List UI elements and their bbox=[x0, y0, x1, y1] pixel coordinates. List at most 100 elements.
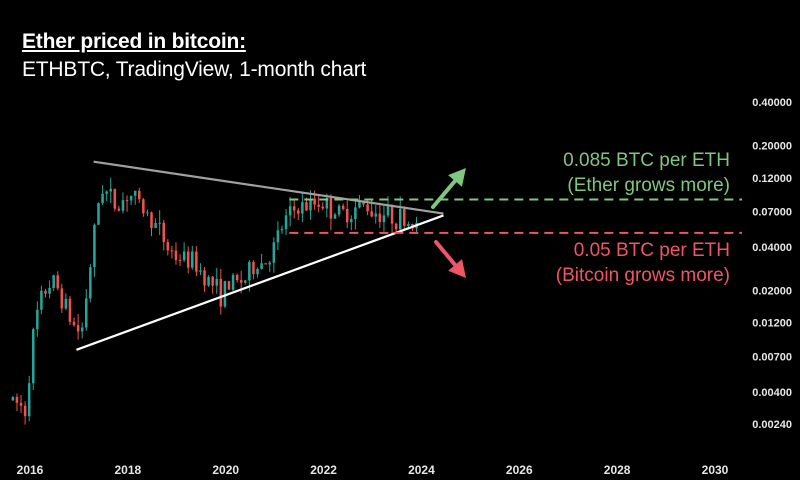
candle-body bbox=[305, 202, 308, 211]
candle-body bbox=[333, 214, 337, 219]
candle-body bbox=[297, 210, 300, 214]
y-tick-label: 0.07000 bbox=[752, 207, 792, 219]
candle-body bbox=[23, 405, 27, 417]
candle-body bbox=[174, 250, 178, 260]
y-tick-label: 0.00400 bbox=[752, 387, 792, 399]
candle-body bbox=[215, 278, 219, 286]
candle-body bbox=[60, 288, 64, 309]
x-tick-label: 2022 bbox=[310, 463, 337, 477]
x-tick-label: 2024 bbox=[408, 463, 435, 477]
candle-body bbox=[105, 191, 108, 194]
candle-body bbox=[15, 397, 19, 403]
candle-body bbox=[48, 288, 51, 294]
candle-body bbox=[203, 270, 206, 286]
candle-body bbox=[350, 219, 353, 223]
arrow-up bbox=[431, 168, 466, 209]
candle-body bbox=[199, 270, 202, 272]
candle-body bbox=[162, 222, 166, 243]
x-tick-label: 2026 bbox=[506, 463, 533, 477]
candle-body bbox=[252, 261, 255, 275]
candle-body bbox=[186, 251, 190, 268]
candle-body bbox=[276, 230, 280, 243]
candle-body bbox=[72, 321, 76, 326]
annotation-bullish: 0.085 BTC per ETH (Ether grows more) bbox=[563, 148, 730, 198]
candle-body bbox=[211, 276, 214, 286]
candle-body bbox=[268, 262, 272, 265]
arrow-shaft bbox=[431, 178, 458, 209]
candlestick-series bbox=[11, 177, 418, 425]
candle-body bbox=[358, 201, 361, 208]
candle-body bbox=[80, 327, 84, 332]
candle-body bbox=[178, 259, 182, 261]
candle-body bbox=[125, 200, 129, 202]
candle-body bbox=[382, 215, 386, 223]
candle-body bbox=[138, 190, 141, 200]
candle-body bbox=[317, 204, 320, 207]
candle-body bbox=[244, 280, 247, 283]
candle-body bbox=[248, 261, 251, 281]
candle-body bbox=[52, 275, 55, 289]
candle-body bbox=[390, 205, 394, 224]
candle-body bbox=[150, 212, 153, 229]
candle-body bbox=[260, 263, 263, 269]
x-tick-label: 2020 bbox=[212, 463, 239, 477]
candle-body bbox=[292, 206, 296, 211]
candle-body bbox=[386, 205, 390, 216]
candle-body bbox=[321, 206, 325, 209]
candle-body bbox=[272, 242, 276, 263]
candle-body bbox=[27, 383, 31, 417]
arrow-shaft bbox=[434, 240, 458, 267]
annotation-bullish-price: 0.085 BTC per ETH bbox=[563, 150, 730, 171]
x-tick-label: 2028 bbox=[604, 463, 631, 477]
candle-body bbox=[374, 213, 378, 217]
candle-body bbox=[195, 251, 198, 272]
candle-body bbox=[170, 250, 174, 252]
candle-body bbox=[301, 202, 304, 214]
candle-body bbox=[309, 198, 312, 211]
triangle-pattern bbox=[76, 160, 444, 351]
y-tick-label: 0.12000 bbox=[752, 173, 792, 185]
y-tick-label: 0.04000 bbox=[752, 242, 792, 254]
candle-body bbox=[97, 203, 100, 225]
x-tick-label: 2030 bbox=[702, 463, 729, 477]
candle-body bbox=[93, 224, 96, 268]
candle-body bbox=[44, 290, 47, 294]
candle-body bbox=[403, 208, 406, 226]
y-tick-label: 0.01200 bbox=[752, 318, 792, 330]
candle-body bbox=[154, 222, 157, 229]
arrow-down bbox=[434, 240, 466, 278]
candle-body bbox=[398, 208, 402, 230]
y-tick-label: 0.00240 bbox=[752, 419, 792, 431]
candle-body bbox=[394, 223, 398, 230]
direction-arrows bbox=[431, 168, 466, 278]
candle-body bbox=[31, 329, 35, 384]
candle-body bbox=[191, 251, 194, 268]
annotation-bearish: 0.05 BTC per ETH (Bitcoin grows more) bbox=[556, 238, 730, 288]
candle-body bbox=[341, 205, 345, 209]
price-levels bbox=[289, 198, 742, 234]
annotation-bearish-note: (Bitcoin grows more) bbox=[555, 265, 730, 286]
candle-body bbox=[68, 298, 72, 322]
candle-body bbox=[362, 201, 365, 205]
triangle-lower-line bbox=[76, 214, 444, 351]
candle-body bbox=[354, 207, 357, 220]
candle-body bbox=[158, 222, 161, 224]
y-tick-label: 0.40000 bbox=[752, 97, 792, 109]
candle-body bbox=[207, 276, 210, 286]
candle-body bbox=[284, 215, 288, 230]
candle-body bbox=[407, 223, 410, 226]
candle-body bbox=[133, 190, 137, 196]
candle-body bbox=[378, 213, 382, 223]
candle-body bbox=[142, 199, 145, 214]
candle-body bbox=[146, 212, 149, 214]
candle-body bbox=[76, 325, 80, 332]
arrow-head bbox=[448, 168, 466, 187]
candle-body bbox=[227, 281, 231, 290]
candle-body bbox=[117, 208, 121, 211]
candle-body bbox=[219, 278, 223, 307]
candle-body bbox=[56, 275, 59, 289]
x-tick-label: 2018 bbox=[115, 463, 142, 477]
candle-body bbox=[329, 198, 333, 219]
candle-body bbox=[85, 298, 88, 328]
candle-body bbox=[166, 242, 170, 251]
